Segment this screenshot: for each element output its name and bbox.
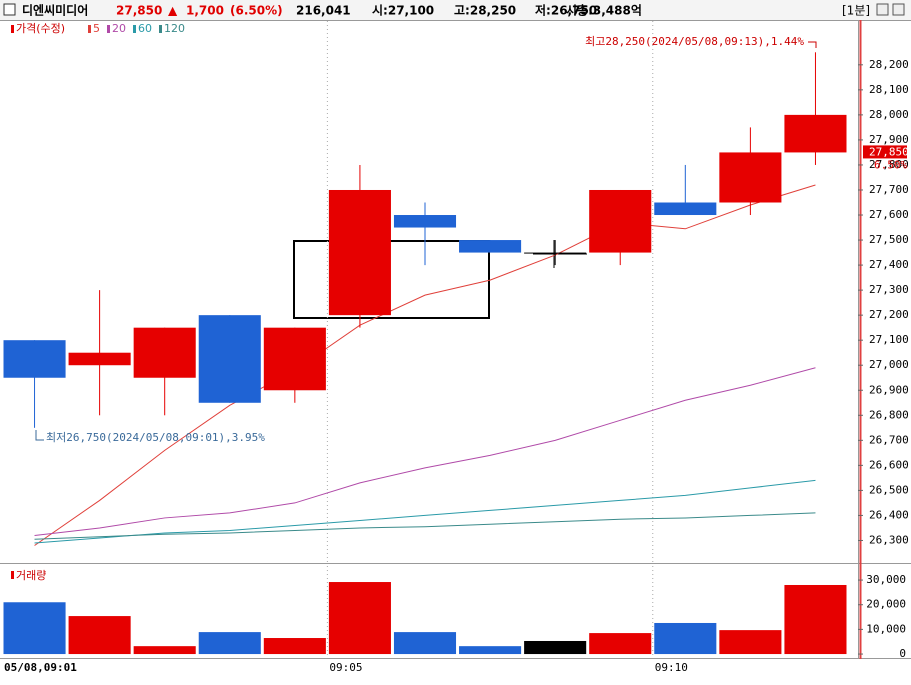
legend-swatch	[88, 25, 91, 33]
y-tick-label: 28,200	[869, 58, 909, 71]
legend-label: 60	[138, 22, 152, 35]
candle-body	[784, 114, 847, 153]
max-annotation: 최고28,250(2024/05/08,09:13),1.44%	[585, 35, 804, 48]
volume-bar	[784, 584, 847, 655]
candle-body	[68, 352, 131, 366]
volume-bar	[328, 582, 391, 655]
drawn-box[interactable]	[293, 240, 490, 319]
legend-label: 거래량	[16, 569, 46, 582]
candle-body	[393, 215, 457, 228]
ma-line	[34, 367, 816, 536]
min-arrow	[35, 430, 44, 441]
volume-bar	[133, 646, 196, 655]
y-tick-label: 27,300	[869, 283, 909, 296]
close-button[interactable]	[892, 3, 905, 16]
header-bar	[0, 0, 911, 20]
volume-bar	[719, 630, 782, 655]
y-tick-label: 27,600	[869, 208, 909, 221]
volume: 216,041	[296, 4, 351, 18]
candle-body	[263, 327, 326, 391]
candle-body	[719, 152, 782, 203]
volume-bar	[263, 638, 326, 655]
y-tick-label: 27,200	[869, 308, 909, 321]
market-cap: 시총:3,488억	[566, 3, 642, 18]
low: 저:26,750	[535, 3, 597, 18]
candle-body	[459, 240, 522, 253]
price: 27,850	[116, 4, 162, 18]
candle-body	[198, 315, 261, 403]
legend-swatch	[107, 25, 110, 33]
volume-bar	[524, 640, 587, 655]
y-tick-label: 26,600	[869, 458, 909, 471]
volume-bar	[3, 602, 66, 655]
y-tick-label: 26,700	[869, 433, 909, 446]
legend-label: 120	[164, 22, 185, 35]
y-tick-label: 27,900	[869, 133, 909, 146]
legend-swatch	[159, 25, 162, 33]
volume-bar	[589, 633, 652, 655]
price-tag-label: 27,850	[869, 145, 909, 158]
legend-label: 가격(수정)	[16, 22, 65, 35]
open: 시:27,100	[372, 4, 434, 18]
ma-line	[34, 479, 816, 544]
x-tick-label: 05/08,09:01	[4, 661, 77, 674]
min-annotation: 최저26,750(2024/05/08,09:01),3.95%	[46, 431, 265, 444]
y-tick-label: 28,000	[869, 108, 909, 121]
y-tick-label: 27,000	[869, 358, 909, 371]
max-arrow	[808, 41, 817, 48]
candle-body	[524, 252, 587, 254]
volume-bar	[654, 622, 717, 655]
x-tick-label: 09:05	[329, 661, 362, 674]
volume-bar	[393, 632, 457, 655]
candle-body	[654, 202, 717, 216]
volume-tick-label: 0	[899, 647, 906, 660]
y-tick-label: 28,100	[869, 83, 909, 96]
high: 고:28,250	[454, 4, 516, 18]
volume-tick-label: 10,000	[866, 622, 906, 635]
checkbox[interactable]	[3, 3, 16, 16]
change: 1,700	[186, 4, 224, 18]
volume-tick-label: 20,000	[866, 598, 906, 611]
y-tick-label: 26,800	[869, 408, 909, 421]
ma-line	[34, 184, 816, 546]
y-tick-label: 27,100	[869, 333, 909, 346]
interval[interactable]: [1분]	[842, 4, 870, 18]
y-tick-label: 27,800	[869, 158, 909, 171]
y-tick-label: 27,700	[869, 183, 909, 196]
legend-label: 5	[93, 22, 100, 35]
candle-body	[328, 189, 391, 316]
ma-line	[34, 512, 816, 540]
volume-tick-label: 30,000	[866, 573, 906, 586]
candle-body	[133, 327, 196, 378]
legend-swatch	[11, 571, 14, 579]
legend-swatch	[133, 25, 136, 33]
change-tag-label: 6.50%	[874, 158, 907, 171]
window-button[interactable]	[876, 3, 889, 16]
candle-body	[3, 340, 66, 378]
volume-bar	[68, 616, 131, 655]
price-tag	[863, 145, 907, 159]
y-tick-label: 26,400	[869, 508, 909, 521]
y-tick-label: 26,500	[869, 483, 909, 496]
change-rate: (6.50%)	[230, 4, 283, 18]
legend-swatch	[11, 25, 14, 33]
candle-body	[589, 189, 652, 253]
x-tick-label: 09:10	[655, 661, 688, 674]
y-tick-label: 27,400	[869, 258, 909, 271]
volume-bar	[459, 646, 522, 655]
volume-bar	[198, 632, 261, 655]
arrow: ▲	[168, 4, 178, 18]
stock-name: 디엔씨미디어	[22, 3, 88, 18]
legend-label: 20	[112, 22, 126, 35]
y-tick-label: 27,500	[869, 233, 909, 246]
y-tick-label: 26,300	[869, 533, 909, 546]
y-tick-label: 26,900	[869, 383, 909, 396]
